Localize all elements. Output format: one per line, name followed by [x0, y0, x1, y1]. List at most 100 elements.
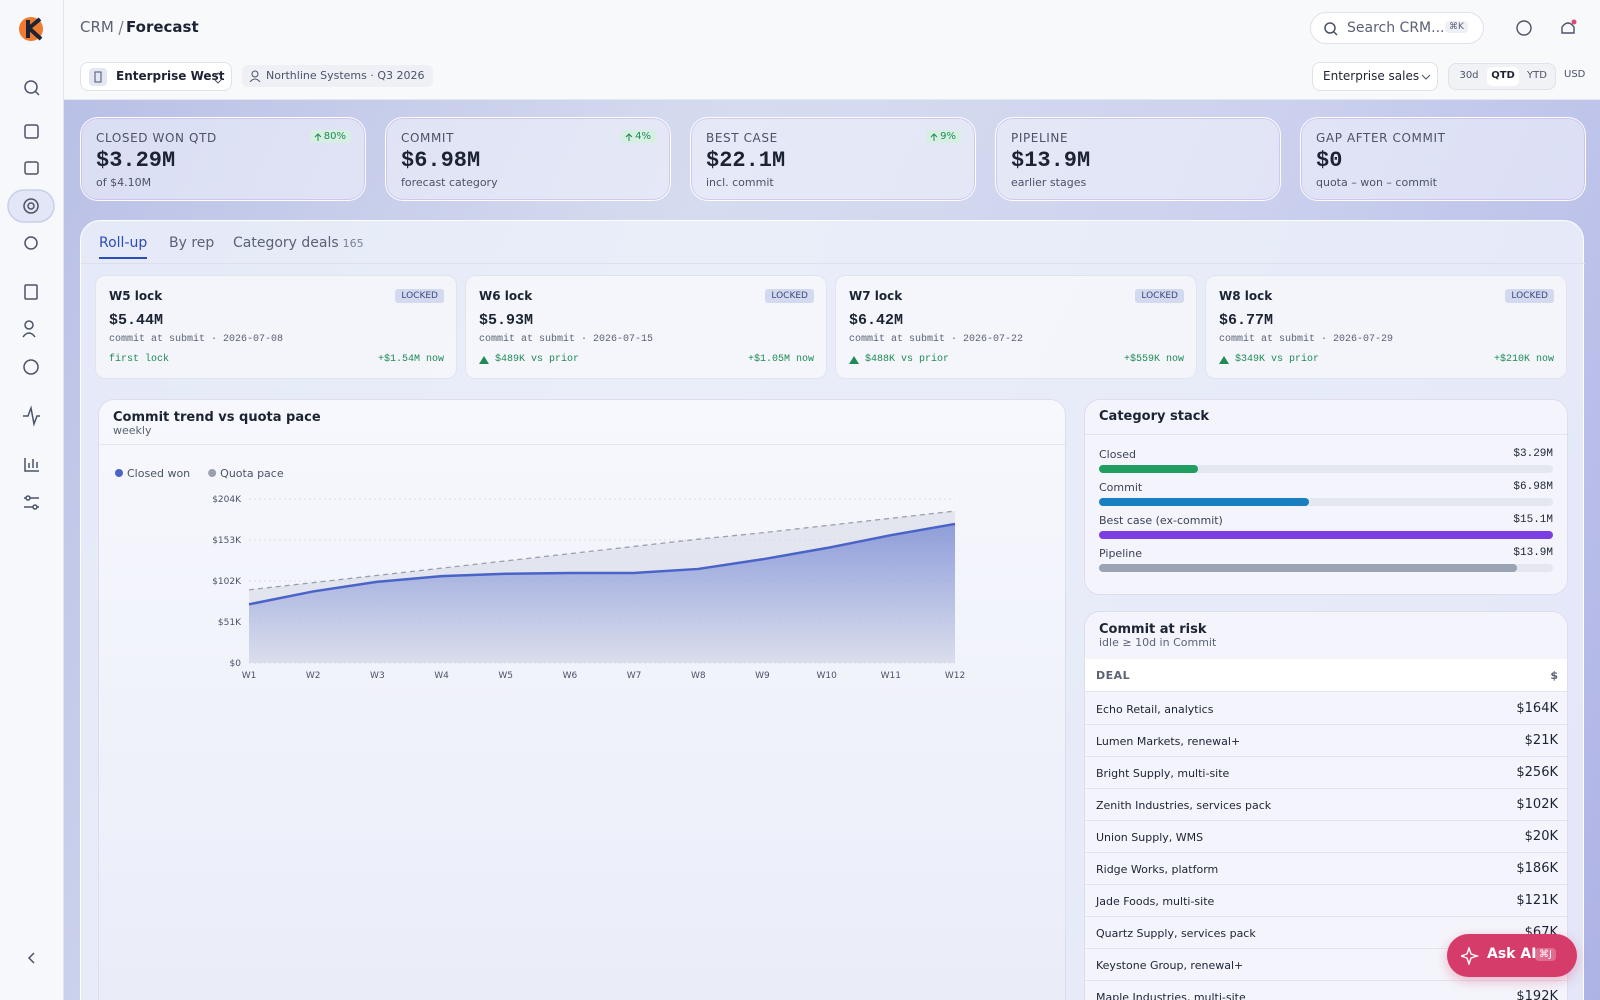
chart-title: Commit trend vs quota pace	[113, 410, 321, 425]
target-icon[interactable]	[24, 236, 38, 250]
x-tick-label: W12	[945, 671, 965, 681]
kpi-label: GAP AFTER COMMIT	[1316, 131, 1446, 145]
tab[interactable]: Roll-up	[99, 235, 148, 259]
range-option[interactable]: 30d	[1459, 70, 1479, 81]
card-divider	[1085, 434, 1567, 435]
lock-value: $6.42M	[849, 312, 904, 329]
search-icon[interactable]	[24, 80, 38, 94]
ask-ai-button[interactable]: Ask AI ⌘J	[1447, 934, 1577, 977]
table-row[interactable]: Bright Supply, multi-site $256K	[1085, 757, 1567, 789]
up-arrow	[314, 133, 322, 141]
deal-name: Lumen Markets, renewal+	[1096, 735, 1241, 748]
activity-icon[interactable]	[23, 405, 40, 427]
stack-bar	[1099, 465, 1198, 473]
table-row[interactable]: Maple Industries, multi-site $192K	[1085, 981, 1567, 1000]
lock-card: W5 lock LOCKED $5.44M commit at submit · 20…	[95, 275, 457, 379]
deal-name: Zenith Industries, services pack	[1096, 799, 1272, 812]
tab[interactable]: Category deals 165	[233, 235, 364, 251]
up-arrow	[930, 133, 938, 141]
tab[interactable]: By rep	[169, 235, 214, 251]
kpi-card: GAP AFTER COMMIT $0 quota – won – commit	[1300, 117, 1586, 201]
lock-badge: LOCKED	[1135, 289, 1184, 303]
deal-amount: $186K	[1516, 861, 1558, 876]
lock-title: W5 lock	[109, 289, 163, 303]
risk-card: Commit at risk idle ≥ 10d in Commit DEAL…	[1084, 611, 1568, 1000]
risk-title: Commit at risk	[1099, 622, 1207, 637]
deal-name: Maple Industries, multi-site	[1096, 991, 1246, 1000]
person-glyph	[249, 70, 261, 82]
table-row[interactable]: Union Supply, WMS $20K	[1085, 821, 1567, 853]
lock-change: first lock	[109, 354, 170, 365]
x-tick-label: W9	[755, 671, 770, 681]
stack-value: $3.29M	[1513, 448, 1553, 460]
reports-icon[interactable]	[24, 458, 39, 472]
deal-amount: $164K	[1516, 701, 1558, 716]
closed-won-line	[248, 522, 956, 606]
table-row[interactable]: Ridge Works, platform $186K	[1085, 853, 1567, 885]
table-row[interactable]: Keystone Group, renewal+	[1085, 949, 1567, 981]
table-row[interactable]: Lumen Markets, renewal+ $21K	[1085, 725, 1567, 757]
range-option[interactable]: YTD	[1527, 70, 1547, 81]
search-box[interactable]: Search CRM... ⌘K	[1310, 12, 1484, 44]
lock-sub: commit at submit · 2026-07-08	[109, 334, 284, 345]
range-option[interactable]: QTD	[1487, 67, 1519, 86]
x-tick-label: W6	[563, 671, 578, 681]
kpi-card: BEST CASE $22.1M incl. commit 9%	[690, 117, 976, 201]
accounts-icon[interactable]	[24, 284, 38, 300]
column-header: $	[1550, 669, 1558, 682]
people-icon[interactable]	[24, 320, 34, 330]
table-row[interactable]: Jade Foods, multi-site $121K	[1085, 885, 1567, 917]
collapse-icon[interactable]	[27, 952, 35, 964]
y-tick-label: $51K	[218, 618, 242, 628]
up-triangle	[1219, 356, 1229, 364]
breadcrumb-current: Forecast	[126, 18, 199, 36]
arrow	[314, 133, 322, 141]
x-tick-label: W11	[881, 671, 901, 681]
lock-card: W8 lock LOCKED $6.77M commit at submit · 20…	[1205, 275, 1567, 379]
dashboard-icon[interactable]	[24, 124, 39, 139]
x-tick-label: W5	[498, 671, 513, 681]
risk-subtitle: idle ≥ 10d in Commit	[1099, 636, 1217, 649]
help-icon[interactable]	[1516, 20, 1532, 36]
deal-amount: $192K	[1516, 989, 1558, 1000]
help-nav-icon[interactable]	[23, 359, 39, 375]
table-row[interactable]: Zenith Industries, services pack $102K	[1085, 789, 1567, 821]
ask-ai-label: Ask AI	[1487, 946, 1537, 962]
kpi-delta: 9%	[926, 130, 961, 143]
breadcrumb-item[interactable]: CRM	[80, 18, 114, 36]
workspace-select[interactable]: Enterprise West	[80, 62, 232, 91]
stack-track	[1099, 465, 1553, 473]
toolbar: Enterprise West Northline Systems · Q3 2…	[64, 56, 1600, 100]
lock-sub: commit at submit · 2026-07-22	[849, 334, 1024, 345]
lock-now: +$1.05M now	[747, 354, 814, 365]
kpi-label: PIPELINE	[1011, 131, 1069, 145]
tab-label: By rep	[169, 235, 215, 251]
x-tick-label: W4	[434, 671, 449, 681]
deal-amount: $21K	[1524, 733, 1558, 748]
kpi-card: COMMIT $6.98M forecast category 4%	[385, 117, 671, 201]
breadcrumb-separator	[118, 20, 124, 36]
x-tick-label: W8	[691, 671, 706, 681]
table-row[interactable]: Echo Retail, analytics $164K	[1085, 693, 1567, 725]
kpi-label: BEST CASE	[706, 131, 778, 145]
kpi-label: COMMIT	[401, 131, 455, 145]
stack-bar	[1099, 531, 1553, 539]
lock-card: W6 lock LOCKED $5.93M commit at submit · 20…	[465, 275, 827, 379]
y-tick-label: $0	[230, 659, 242, 669]
currency[interactable]: USD	[1564, 69, 1586, 80]
y-tick-label: $102K	[212, 577, 242, 587]
legend-label: Quota pace	[220, 467, 284, 480]
up-triangle	[849, 356, 859, 364]
forecast-nav-active[interactable]	[7, 189, 55, 223]
deal-name: Keystone Group, renewal+	[1096, 959, 1244, 972]
segment-select[interactable]: Enterprise sales	[1312, 62, 1438, 91]
table-header: DEAL $	[1085, 659, 1567, 692]
arrow	[930, 133, 938, 141]
tab-label: Category deals	[233, 235, 339, 251]
lock-value: $6.77M	[1219, 312, 1274, 329]
stack-label: Pipeline	[1099, 547, 1143, 560]
folder-icon[interactable]	[24, 161, 39, 175]
notification-icon[interactable]	[1561, 22, 1575, 34]
